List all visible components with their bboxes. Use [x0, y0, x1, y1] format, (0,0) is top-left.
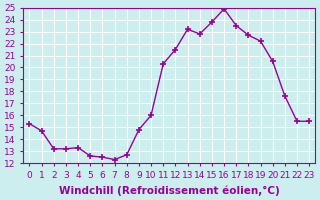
X-axis label: Windchill (Refroidissement éolien,°C): Windchill (Refroidissement éolien,°C) — [59, 185, 280, 196]
